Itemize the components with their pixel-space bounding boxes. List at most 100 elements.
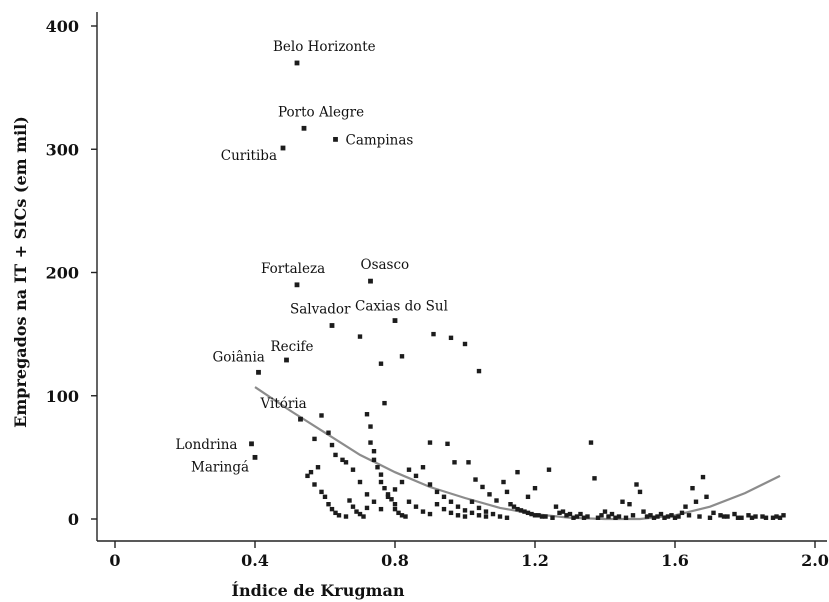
data-point: [564, 513, 569, 518]
data-point: [746, 513, 751, 518]
x-tick-label: 1.2: [521, 551, 549, 570]
point-label: Goiânia: [213, 349, 265, 365]
data-point: [466, 460, 471, 465]
data-point: [427, 511, 433, 517]
x-tick-label: 0: [109, 551, 120, 570]
data-point: [634, 482, 639, 487]
data-point: [686, 513, 692, 518]
data-point: [683, 504, 688, 509]
data-point: [389, 497, 394, 502]
data-point: [511, 504, 517, 509]
point-label: Curitiba: [221, 148, 277, 164]
data-point: [448, 499, 454, 504]
data-point: [434, 502, 440, 507]
axis-ticks: 0 100 200 300 400 0 0.4 0.8 1.2 1.6 2.0: [46, 17, 829, 570]
data-point: [553, 504, 559, 509]
data-point: [693, 499, 699, 504]
data-point: [427, 440, 433, 445]
data-point: [662, 515, 667, 520]
data-point: [515, 469, 520, 475]
data-point: [718, 513, 723, 518]
data-point: [515, 506, 520, 512]
data-point: [329, 442, 335, 448]
data-points: [305, 331, 786, 520]
data-point: [704, 494, 709, 500]
point-label: Osasco: [361, 257, 410, 273]
labeled-data-point: [252, 454, 258, 460]
data-point: [448, 335, 454, 341]
labeled-data-point: [294, 60, 300, 66]
data-point: [371, 457, 377, 463]
data-point: [739, 515, 744, 520]
labeled-data-point: [284, 357, 289, 363]
data-point: [585, 514, 590, 519]
data-point: [539, 514, 545, 519]
labeled-data-point: [294, 282, 300, 288]
data-point: [672, 515, 678, 520]
point-label: Salvador: [290, 301, 351, 317]
data-point: [392, 502, 398, 507]
data-point: [763, 515, 769, 520]
data-point: [669, 513, 674, 518]
point-label: Recife: [271, 339, 314, 355]
data-point: [378, 472, 384, 477]
point-label: Porto Alegre: [278, 104, 364, 120]
data-point: [620, 499, 625, 504]
point-label: Belo Horizonte: [273, 39, 376, 55]
data-point: [413, 473, 419, 479]
data-point: [333, 510, 338, 516]
data-point: [525, 494, 531, 500]
data-point: [497, 514, 503, 519]
data-point: [364, 412, 370, 417]
data-point: [326, 502, 331, 507]
data-point: [508, 502, 513, 507]
data-point: [494, 498, 499, 503]
data-point: [532, 513, 538, 518]
data-point: [431, 331, 436, 337]
data-point: [490, 511, 496, 517]
data-point: [651, 515, 657, 520]
data-point: [392, 506, 398, 512]
data-point: [655, 514, 660, 519]
data-point: [326, 430, 331, 435]
data-point: [455, 513, 461, 518]
data-point: [550, 515, 555, 520]
data-point: [518, 508, 524, 513]
x-tick-label: 0.4: [241, 551, 269, 570]
data-point: [770, 515, 776, 520]
data-point: [711, 510, 716, 516]
data-point: [735, 515, 741, 520]
data-point: [319, 413, 324, 418]
data-point: [574, 514, 580, 519]
data-point: [385, 494, 391, 500]
data-point: [357, 511, 363, 517]
labeled-data-point: [333, 136, 338, 142]
data-point: [595, 515, 601, 520]
data-point: [501, 479, 506, 485]
data-point: [445, 441, 450, 447]
data-point: [504, 489, 510, 495]
data-point: [319, 489, 324, 495]
data-point: [665, 514, 671, 519]
data-point: [557, 510, 562, 516]
data-point: [581, 515, 587, 520]
data-point: [760, 514, 765, 519]
data-point: [732, 511, 737, 517]
data-point: [399, 513, 405, 518]
x-axis-title: Índice de Krugman: [232, 580, 405, 600]
data-point: [725, 514, 730, 519]
point-label: Fortaleza: [261, 261, 325, 277]
labeled-data-point: [329, 323, 335, 328]
data-point: [364, 505, 370, 511]
point-label: Londrina: [176, 437, 238, 453]
labeled-data-point: [256, 369, 261, 375]
labeled-data-point: [298, 416, 303, 422]
data-point: [378, 361, 384, 366]
data-point: [329, 506, 335, 512]
data-point: [452, 460, 457, 465]
axes: [96, 12, 827, 542]
labeled-data-point: [280, 145, 286, 151]
data-point: [616, 514, 622, 519]
data-point: [679, 510, 685, 516]
data-point: [382, 485, 387, 491]
